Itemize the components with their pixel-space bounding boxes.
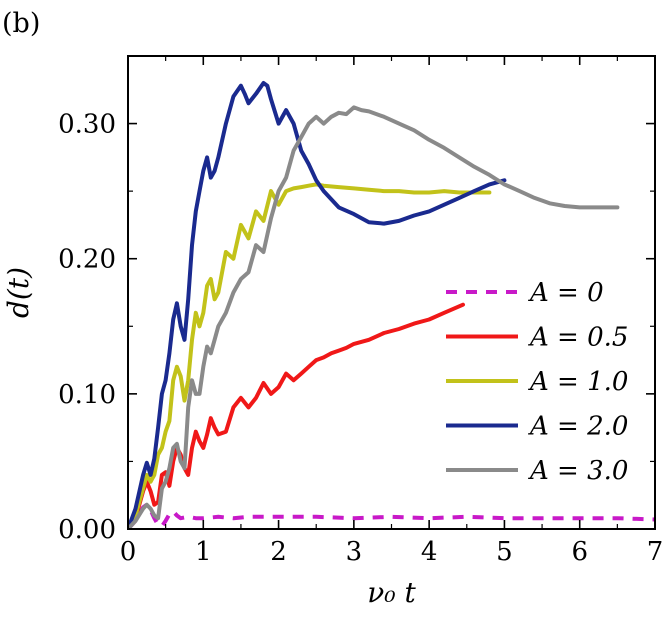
legend-label-3: A = 2.0 (528, 412, 628, 442)
panel-label: (b) (2, 8, 40, 39)
x-tick-label: 3 (346, 537, 363, 567)
x-axis-label: ν₀ t (367, 576, 416, 609)
series-line-4 (128, 105, 620, 529)
legend-label-4: A = 3.0 (528, 456, 628, 486)
legend: A = 0 A = 0.5 A = 1.0 A = 2.0 A = 3.0 (446, 278, 628, 486)
x-tick-label: 5 (496, 537, 513, 567)
legend-label-2: A = 1.0 (528, 367, 628, 397)
series-line-0 (128, 502, 655, 529)
axes: 0 1 2 3 4 5 6 7 0.00 0.10 0.20 0.30 (58, 55, 664, 567)
legend-label-1: A = 0.5 (528, 323, 628, 353)
y-axis-label: d(t) (2, 267, 35, 318)
y-tick-label: 0.30 (58, 110, 116, 140)
series-line-3 (128, 81, 507, 529)
x-tick-label: 0 (120, 537, 137, 567)
y-tick-label: 0.00 (58, 515, 116, 545)
plot-area (128, 81, 655, 529)
x-tick-label: 6 (571, 537, 588, 567)
y-tick-label: 0.10 (58, 380, 116, 410)
x-tick-label: 4 (421, 537, 438, 567)
x-tick-label: 7 (647, 537, 664, 567)
series-line-2 (128, 182, 492, 529)
x-tick-label: 1 (195, 537, 212, 567)
series-line-1 (128, 302, 465, 529)
y-tick-label: 0.20 (58, 245, 116, 275)
legend-label-0: A = 0 (528, 278, 604, 308)
x-tick-label: 2 (270, 537, 287, 567)
